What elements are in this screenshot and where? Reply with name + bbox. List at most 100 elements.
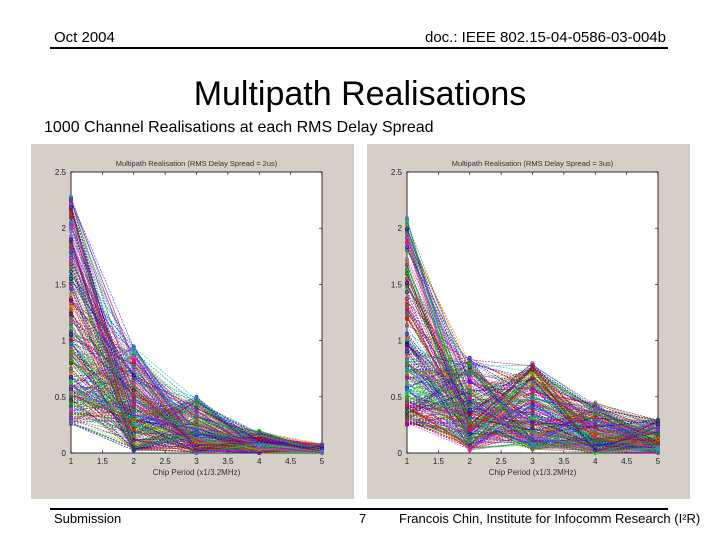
realisation-point — [405, 258, 409, 263]
realisation-point — [131, 344, 136, 349]
realisation-point — [405, 218, 409, 223]
realisation-line — [406, 298, 659, 453]
realisation-line — [70, 334, 323, 450]
realisation-point — [194, 406, 199, 410]
realisation-line — [406, 224, 659, 426]
realisation-point — [405, 296, 409, 301]
realisation-point — [69, 384, 73, 389]
realisation-line — [406, 375, 659, 447]
realisation-point — [257, 445, 262, 450]
realisation-point — [467, 384, 472, 389]
realisation-point — [131, 359, 136, 364]
y-tick-label: 0.5 — [55, 393, 67, 402]
realisation-line — [70, 403, 323, 453]
realisation-point — [69, 247, 73, 251]
realisation-line — [406, 354, 659, 440]
realisation-point — [69, 358, 73, 363]
realisation-line — [70, 404, 323, 452]
realisation-line — [70, 392, 323, 453]
realisation-point — [467, 379, 472, 384]
realisation-point — [467, 436, 472, 441]
realisation-point — [257, 429, 262, 434]
realisation-point — [405, 343, 409, 348]
realisation-point — [194, 408, 199, 413]
x-axis-label: Chip Period (x1/3.2MHz) — [153, 468, 241, 477]
realisation-point — [320, 450, 324, 454]
realisation-point — [405, 324, 409, 329]
realisation-point — [405, 222, 409, 227]
realisation-point — [69, 244, 73, 249]
realisation-point — [194, 430, 199, 435]
realisation-point — [69, 407, 73, 412]
realisation-point — [656, 426, 660, 431]
realisation-point — [194, 417, 199, 422]
realisation-line — [406, 387, 659, 445]
realisation-line — [70, 392, 323, 446]
realisation-point — [656, 446, 660, 451]
x-tick-label: 5 — [320, 457, 325, 466]
realisation-line — [406, 389, 659, 448]
realisation-point — [69, 375, 73, 379]
realisation-line — [406, 417, 659, 445]
x-tick-label: 1.5 — [433, 457, 445, 466]
y-tick-label: 0.5 — [391, 393, 403, 402]
realisation-point — [131, 373, 136, 378]
slide-subtitle: 1000 Channel Realisations at each RMS De… — [44, 119, 434, 136]
realisation-line — [70, 360, 323, 448]
realisation-line — [70, 396, 323, 452]
realisation-point — [194, 450, 199, 455]
realisation-point — [405, 342, 409, 347]
realisation-point — [405, 334, 409, 339]
realisation-point — [131, 362, 136, 366]
realisation-line — [406, 379, 659, 449]
realisation-point — [467, 371, 472, 376]
realisation-point — [69, 316, 73, 321]
realisation-point — [69, 205, 73, 210]
realisation-point — [69, 310, 73, 315]
realisation-point — [405, 353, 409, 358]
realisation-point — [131, 401, 136, 406]
realisation-point — [69, 238, 73, 243]
realisation-point — [194, 397, 199, 402]
realisation-point — [405, 407, 409, 412]
y-tick-label: 1.5 — [391, 280, 403, 289]
footer-page-number: 7 — [359, 511, 367, 526]
realisation-point — [656, 432, 660, 437]
chart-panel-3us: Multipath Realisation (RMS Delay Spread … — [367, 144, 690, 499]
realisation-point — [593, 428, 598, 433]
realisation-point — [69, 395, 73, 400]
realisation-line — [406, 369, 659, 445]
realisation-point — [194, 447, 199, 452]
realisation-point — [194, 400, 199, 404]
realisation-line — [70, 376, 323, 452]
realisation-point — [405, 375, 409, 380]
realisation-point — [405, 323, 409, 327]
realisation-point — [656, 427, 660, 432]
x-tick-label: 2.5 — [160, 457, 172, 466]
realisation-point — [467, 411, 472, 416]
realisation-line — [70, 393, 323, 453]
y-tick-label: 1 — [398, 337, 403, 346]
realisation-point — [593, 448, 598, 452]
realisation-point — [530, 396, 535, 400]
realisation-line — [70, 330, 323, 446]
realisation-point — [467, 419, 472, 424]
realisation-line — [406, 351, 659, 453]
realisation-point — [467, 415, 472, 420]
realisation-point — [656, 450, 660, 455]
realisation-line — [70, 371, 323, 453]
realisation-point — [405, 383, 409, 387]
realisation-point — [69, 390, 73, 395]
x-tick-label: 3 — [530, 457, 535, 466]
realisation-point — [405, 403, 409, 408]
realisation-point — [467, 357, 472, 362]
realisation-point — [530, 416, 535, 421]
realisation-point — [69, 265, 73, 270]
x-tick-label: 4 — [593, 457, 598, 466]
realisation-point — [69, 259, 73, 264]
realisation-line — [70, 283, 323, 452]
realisation-point — [656, 437, 660, 441]
realisation-point — [69, 403, 73, 408]
realisation-point — [593, 419, 598, 423]
realisation-line — [406, 403, 659, 450]
